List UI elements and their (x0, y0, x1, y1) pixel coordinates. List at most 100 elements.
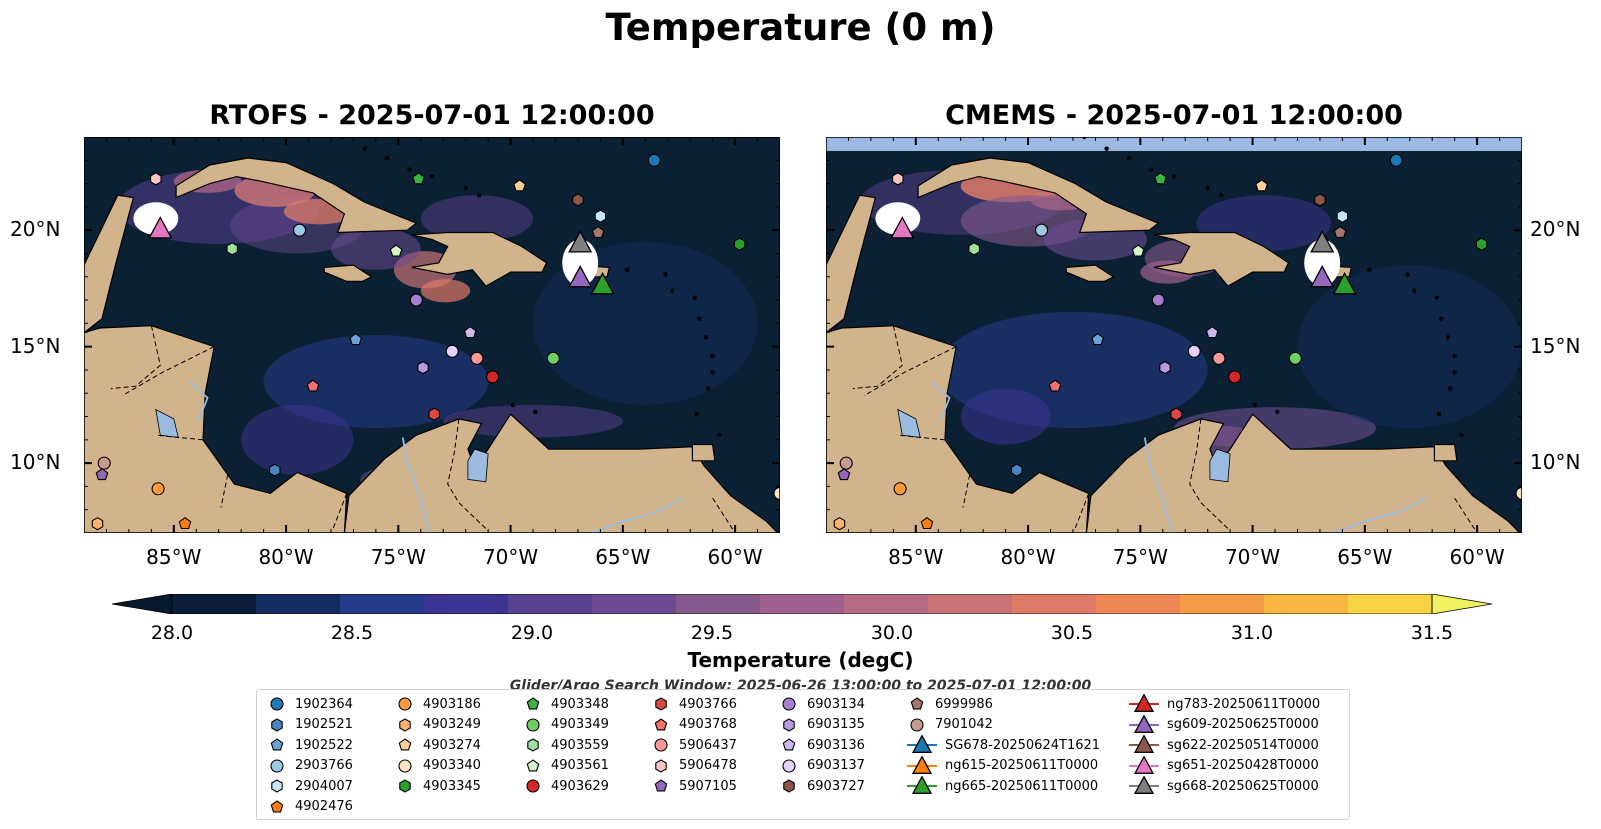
lat-tick-label: 15°N (10, 333, 61, 358)
float-4903274[interactable] (1255, 179, 1268, 192)
legend-entry: 6903727 (779, 776, 865, 796)
rtofs-map-panel[interactable] (83, 106, 787, 537)
legend-entry: 4903766 (651, 694, 737, 714)
lon-tick-label: 60°W (707, 545, 763, 569)
legend-marker-icon (527, 738, 539, 752)
float-4903349[interactable] (546, 351, 560, 365)
float-6903727[interactable] (572, 193, 584, 207)
float-1902521[interactable] (269, 463, 281, 477)
float-7901042[interactable] (839, 456, 853, 470)
float-4903186[interactable] (893, 482, 907, 496)
float-2903766[interactable] (292, 223, 307, 237)
float-4903559[interactable] (968, 242, 980, 256)
float-4903629[interactable] (486, 370, 500, 384)
glider-sg668-20250625T0000[interactable] (1310, 230, 1335, 253)
legend-label: 4903186 (423, 696, 481, 712)
island (510, 402, 516, 408)
river (591, 497, 684, 534)
float-4903768[interactable] (1048, 379, 1062, 392)
argo-floats (91, 153, 787, 531)
legend-label: 5906437 (679, 737, 737, 753)
legend-entry: ng783-20250611T0000 (1129, 694, 1320, 714)
island (696, 316, 702, 321)
float-2904007[interactable] (1336, 209, 1349, 223)
legend-marker-icon (1133, 694, 1155, 712)
float-6903136[interactable] (1205, 326, 1219, 339)
float-4903249[interactable] (833, 517, 846, 531)
country-border (121, 346, 215, 397)
float-6903136[interactable] (463, 326, 477, 339)
land (83, 106, 781, 537)
glider-ng665-20250611T0000[interactable] (1332, 272, 1357, 295)
gliders (890, 216, 1357, 295)
lon-tick-label: 65°W (595, 545, 651, 569)
float-5907105[interactable] (95, 468, 109, 481)
float-6903135[interactable] (417, 360, 429, 375)
legend-entry: sg651-20250428T0000 (1129, 755, 1319, 776)
float-2904007[interactable] (594, 209, 607, 223)
float-6999986[interactable] (1333, 225, 1347, 238)
glider-sg651-20250428T0000[interactable] (890, 216, 915, 239)
float-1902521[interactable] (1011, 463, 1023, 477)
float-4903348[interactable] (412, 172, 425, 185)
legend-label: 4903274 (423, 737, 481, 753)
float-1902522[interactable] (1091, 333, 1105, 346)
colorbar-segment (760, 594, 845, 614)
float-4903274[interactable] (513, 179, 526, 192)
float-5906478[interactable] (892, 172, 904, 186)
lon-tick-label: 85°W (888, 545, 944, 569)
float-4902476[interactable] (178, 517, 192, 530)
float-5906437[interactable] (1212, 351, 1226, 365)
colorbar-max-extend (1431, 594, 1492, 614)
float-6903134[interactable] (409, 293, 423, 307)
float-6903134[interactable] (1151, 293, 1165, 307)
float-4903345[interactable] (733, 237, 746, 251)
legend-label: sg609-20250625T0000 (1167, 717, 1319, 732)
country-border (332, 493, 348, 529)
float-4903766[interactable] (1170, 407, 1182, 421)
float-6999986[interactable] (591, 225, 605, 238)
float-6903137[interactable] (1187, 344, 1201, 358)
float-1902364[interactable] (647, 153, 661, 167)
legend-marker-icon (655, 697, 667, 711)
legend-entry: 6903136 (779, 735, 865, 755)
float-4903629[interactable] (1228, 370, 1242, 384)
float-1902364[interactable] (1389, 153, 1403, 167)
float-4903349[interactable] (1288, 351, 1302, 365)
float-7901042[interactable] (97, 456, 111, 470)
float-4903186[interactable] (151, 482, 165, 496)
float-5906478[interactable] (150, 172, 162, 186)
float-4902476[interactable] (920, 517, 934, 530)
colorbar-tick-label: 30.5 (1050, 622, 1094, 644)
float-4903768[interactable] (306, 379, 320, 392)
float-4903559[interactable] (226, 242, 238, 256)
glider-sg651-20250428T0000[interactable] (148, 216, 173, 239)
float-4903561[interactable] (389, 244, 403, 257)
float-4903345[interactable] (1475, 237, 1488, 251)
float-5907105[interactable] (837, 468, 851, 481)
float-4903249[interactable] (91, 517, 104, 531)
float-1902522[interactable] (349, 333, 363, 346)
warm-water-patch (330, 227, 421, 270)
float-6903135[interactable] (1159, 360, 1171, 375)
glider-ng665-20250611T0000[interactable] (590, 272, 615, 295)
landmass-hispaniola (411, 231, 548, 287)
float-4903766[interactable] (428, 407, 440, 421)
glider-sg668-20250625T0000[interactable] (568, 230, 593, 253)
glider-sg609-20250625T0000[interactable] (568, 265, 593, 288)
float-4903561[interactable] (1131, 244, 1145, 257)
country-border (1189, 418, 1231, 532)
float-6903727[interactable] (1314, 193, 1326, 207)
glider-sg609-20250625T0000[interactable] (1310, 265, 1335, 288)
float-5906437[interactable] (470, 351, 484, 365)
float-4903348[interactable] (1154, 172, 1167, 185)
float-2903766[interactable] (1034, 223, 1049, 237)
legend-entry: 1902522 (267, 735, 353, 755)
float-6903137[interactable] (445, 344, 459, 358)
landmass-cuba (917, 157, 1160, 234)
island (694, 412, 700, 417)
legend-entry: 4903348 (523, 694, 609, 714)
legend-label: 4903349 (551, 717, 609, 732)
cmems-map-panel[interactable] (825, 106, 1529, 537)
legend-label: ng783-20250611T0000 (1167, 696, 1321, 712)
